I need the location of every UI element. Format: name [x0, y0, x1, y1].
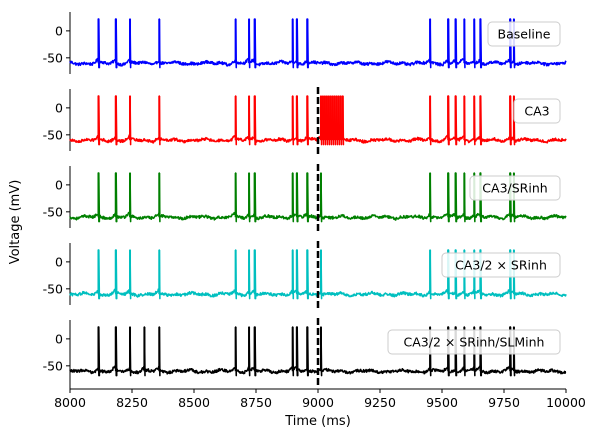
x-tick-label: 8500 — [178, 395, 210, 410]
legend-box — [387, 329, 561, 355]
x-tick-label: 8250 — [116, 395, 148, 410]
legend-label: CA3/2 × SRinh/SLMinh — [404, 335, 545, 350]
y-tick-label: -50 — [43, 50, 63, 65]
legend-box — [441, 252, 561, 278]
x-tick-label: 9000 — [302, 395, 334, 410]
x-axis: 8000 8250 8500 8750 9000 9250 9500 9750 10000 — [54, 382, 586, 410]
x-axis-label: Time (ms) — [284, 414, 351, 429]
legend: CA3/SRinh — [469, 175, 561, 201]
y-tick-label: -50 — [43, 127, 63, 142]
y-tick-label: 0 — [55, 177, 63, 192]
x-tick-label: 9500 — [426, 395, 458, 410]
legend: CA3 — [513, 98, 561, 124]
legend: CA3/2 × SRinh/SLMinh — [387, 329, 561, 355]
y-tick-label: 0 — [55, 100, 63, 115]
y-tick-label: 0 — [55, 331, 63, 346]
x-tick-label: 9750 — [488, 395, 520, 410]
x-tick-label: 8750 — [240, 395, 272, 410]
legend-box — [513, 98, 561, 124]
panel-5: 0 -50 CA3/2 × SRinh/SLMinh — [43, 318, 567, 388]
y-tick-label: -50 — [43, 281, 63, 296]
panels-group: 0 -50 Baseline 0 -50 CA3 0 -50 CA3/SRinh 0 -50 CA3/… — [43, 12, 567, 388]
legend-label: CA3 — [524, 104, 549, 119]
voltage-trace-line — [69, 326, 567, 377]
y-tick-label: 0 — [55, 23, 63, 38]
panel-1: 0 -50 Baseline — [43, 12, 567, 74]
legend-label: Baseline — [498, 27, 551, 42]
legend-label: CA3/2 × SRinh — [455, 258, 547, 273]
legend-box — [469, 175, 561, 201]
legend-label: CA3/SRinh — [482, 181, 547, 196]
y-axis-label: Voltage (mV) — [8, 180, 23, 265]
panel-3: 0 -50 CA3/SRinh — [43, 164, 567, 234]
legend-box — [487, 21, 561, 47]
x-tick-label: 9250 — [364, 395, 396, 410]
legend: Baseline — [487, 21, 561, 47]
y-tick-label: 0 — [55, 254, 63, 269]
legend: CA3/2 × SRinh — [441, 252, 561, 278]
y-tick-label: -50 — [43, 358, 63, 373]
panel-2: 0 -50 CA3 — [43, 87, 567, 157]
y-tick-label: -50 — [43, 204, 63, 219]
panel-4: 0 -50 CA3/2 × SRinh — [43, 241, 567, 311]
x-tick-label: 8000 — [54, 395, 86, 410]
x-tick-label: 10000 — [546, 395, 586, 410]
voltage-trace-line — [69, 18, 567, 69]
